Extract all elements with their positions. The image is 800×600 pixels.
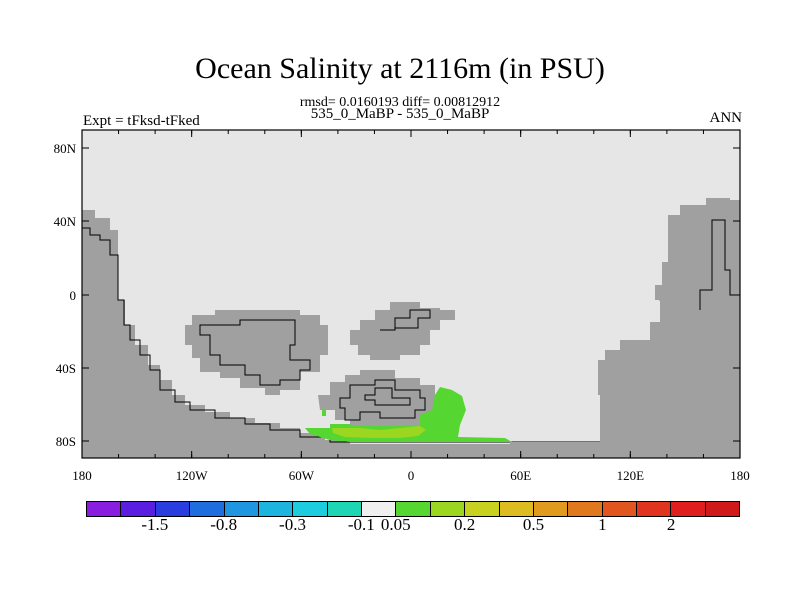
- colorbar-box: [362, 502, 397, 516]
- colorbar-box: [121, 502, 156, 516]
- colorbar-box: [396, 502, 431, 516]
- land-east: [510, 198, 740, 458]
- colorbar-box: [430, 502, 466, 516]
- colorbar-label: 0.2: [454, 515, 476, 534]
- colorbar-box: [533, 502, 569, 516]
- x-tick-label: 180: [730, 468, 750, 483]
- colorbar-box: [190, 502, 225, 516]
- colorbar-box: [499, 502, 534, 516]
- colorbar-box: [155, 502, 191, 516]
- y-tick-label: 40N: [54, 214, 77, 229]
- coastline-island-east: [380, 309, 431, 331]
- salinity-anomaly-lightgreen: [332, 426, 426, 438]
- axis-tick-labels: 180 120W 60W 0 60E 120E 180 80N 40N 0 40S 80S: [54, 141, 750, 483]
- land-island-east: [350, 302, 455, 360]
- y-tick-label: 0: [70, 288, 77, 303]
- comparison-label: 535_0_MaBP - 535_0_MaBP: [310, 106, 490, 122]
- coastline-island-north: [199, 319, 311, 386]
- y-tick-label: 80N: [54, 141, 77, 156]
- plot-title: Ocean Salinity at 2116m (in PSU): [195, 52, 605, 85]
- colorbar-box: [87, 502, 122, 516]
- colorbar: [86, 501, 740, 517]
- x-tick-label: 60E: [510, 468, 531, 483]
- salinity-anomaly-speck: [322, 410, 326, 416]
- colorbar-box: [293, 502, 328, 516]
- colorbar-label: -0.3: [279, 515, 306, 534]
- season-label: ANN: [709, 110, 743, 126]
- y-tick-label: 80S: [56, 434, 76, 449]
- x-tick-label: 120W: [176, 468, 209, 483]
- colorbar-box: [705, 502, 740, 516]
- colorbar-box: [327, 502, 362, 516]
- colorbar-box: [602, 502, 637, 516]
- coastline-island-south: [339, 379, 426, 421]
- colorbar-box: [465, 502, 500, 516]
- land-west: [82, 210, 510, 458]
- x-tick-label: 120E: [617, 468, 645, 483]
- colorbar-label: 0.05: [380, 515, 411, 534]
- colorbar-label: 1: [598, 515, 607, 534]
- land-island-south: [318, 370, 440, 428]
- colorbar-label: -0.8: [210, 515, 238, 534]
- colorbar-box: [258, 502, 294, 516]
- colorbar-box: [671, 502, 706, 516]
- colorbar-box: [568, 502, 603, 516]
- experiment-label: Expt = tFksd-tFked: [83, 113, 200, 129]
- colorbar-label: 2: [666, 515, 676, 534]
- colorbar-label: -1.5: [141, 515, 169, 534]
- plot-subtitle: rmsd= 0.0160193 diff= 0.00812912: [299, 95, 501, 110]
- colorbar-box: [637, 502, 672, 516]
- coastline-east: [699, 219, 740, 310]
- axis-ticks: [81, 130, 741, 458]
- colorbar-label: -0.1: [347, 515, 375, 534]
- colorbar-label: 0.5: [522, 515, 545, 534]
- x-tick-label: 60W: [289, 468, 315, 483]
- y-tick-label: 40S: [56, 361, 76, 376]
- x-tick-label: 0: [408, 468, 415, 483]
- x-tick-label: 180: [72, 468, 92, 483]
- colorbar-box: [224, 502, 259, 516]
- land-island-north: [185, 310, 328, 395]
